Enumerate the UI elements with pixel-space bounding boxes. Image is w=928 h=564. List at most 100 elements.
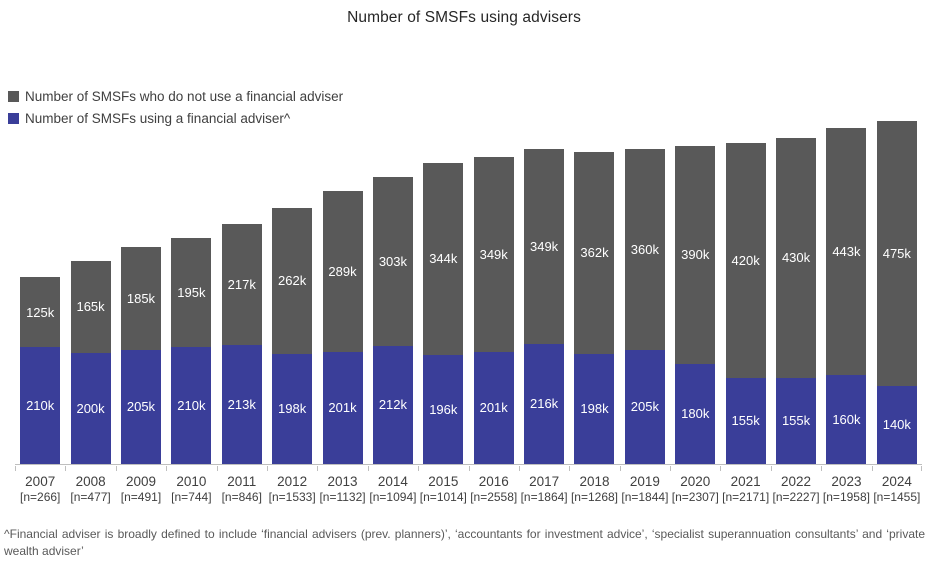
x-axis-category-2017: 2017 [n=1864] bbox=[519, 473, 569, 505]
bar-column-2013: 289k 201k bbox=[322, 190, 363, 464]
axis-tick bbox=[267, 466, 268, 471]
x-axis-year-label: 2021 bbox=[730, 474, 761, 489]
bar-value-label: 180k bbox=[681, 406, 710, 422]
axis-tick bbox=[469, 466, 470, 471]
axis-tick bbox=[317, 466, 318, 471]
bar-column-2019: 360k 205k bbox=[624, 148, 665, 464]
bar-segment-no-adviser-2017: 349k bbox=[524, 148, 565, 344]
bar-column-2014: 303k 212k bbox=[372, 176, 413, 464]
x-axis-category-2019: 2019 [n=1844] bbox=[620, 473, 670, 505]
x-axis-sample-size-label: [n=477] bbox=[70, 490, 111, 504]
x-axis-category-2012: 2012 [n=1533] bbox=[267, 473, 317, 505]
bar-segment-adviser-2020: 180k bbox=[675, 363, 716, 464]
bar-value-label: 430k bbox=[781, 250, 811, 266]
bar-value-label: 217k bbox=[227, 277, 256, 293]
bar-value-label: 198k bbox=[580, 401, 609, 417]
axis-tick bbox=[620, 466, 621, 471]
bar-column-2023: 443k 160k bbox=[826, 127, 867, 464]
x-axis-sample-size-label: [n=1533] bbox=[268, 490, 316, 504]
bar-value-label: 201k bbox=[479, 400, 508, 416]
bar-value-label: 165k bbox=[76, 299, 105, 314]
bar-segment-adviser-2019: 205k bbox=[624, 349, 665, 464]
x-axis-sample-size-label: [n=744] bbox=[171, 490, 212, 504]
bar-segment-no-adviser-2021: 420k bbox=[725, 143, 766, 378]
x-axis-year-label: 2014 bbox=[377, 474, 408, 489]
x-axis-category-2016: 2016 [n=2558] bbox=[469, 473, 519, 505]
bar-value-label: 155k bbox=[731, 413, 760, 429]
bar-segment-adviser-2021: 155k bbox=[725, 377, 766, 464]
bar-value-label: 349k bbox=[529, 238, 559, 254]
x-axis-year-label: 2020 bbox=[680, 474, 711, 489]
x-axis-year-label: 2008 bbox=[75, 474, 106, 489]
x-axis-sample-size-label: [n=1268] bbox=[570, 490, 619, 504]
bar-segment-no-adviser-2015: 344k bbox=[423, 162, 464, 355]
bar-column-2007: 125k 210k bbox=[20, 277, 61, 464]
bar-value-label: 216k bbox=[529, 396, 559, 412]
bar-segment-no-adviser-2013: 289k bbox=[322, 190, 363, 352]
bar-segment-no-adviser-2024: 475k bbox=[876, 121, 917, 386]
bar-segment-adviser-2024: 140k bbox=[876, 385, 917, 464]
bar-cell-2020: 390k 180k bbox=[670, 0, 720, 464]
bar-value-label: 262k bbox=[278, 273, 307, 289]
axis-tick bbox=[670, 466, 671, 471]
bar-column-2024: 475k 140k bbox=[876, 121, 917, 464]
bar-segment-no-adviser-2010: 195k bbox=[171, 238, 212, 347]
bar-value-label: 289k bbox=[328, 263, 357, 279]
bar-column-2015: 344k 196k bbox=[423, 162, 464, 464]
bar-cell-2015: 344k 196k bbox=[418, 0, 468, 464]
bar-value-label: 212k bbox=[378, 397, 408, 413]
bar-segment-adviser-2015: 196k bbox=[423, 354, 464, 464]
x-axis-year-label: 2019 bbox=[629, 474, 660, 489]
x-axis-category-2008: 2008 [n=477] bbox=[65, 473, 115, 505]
x-axis bbox=[15, 466, 922, 472]
axis-tick bbox=[720, 466, 721, 471]
legend-swatch-no-adviser-icon bbox=[8, 91, 19, 102]
legend-label-adviser: Number of SMSFs using a financial advise… bbox=[25, 111, 291, 126]
x-axis-sample-size-label: [n=1864] bbox=[520, 490, 568, 504]
bar-segment-adviser-2007: 210k bbox=[20, 346, 61, 464]
x-axis-category-2015: 2015 [n=1014] bbox=[418, 473, 468, 505]
x-axis-sample-size-label: [n=2307] bbox=[671, 490, 719, 504]
bar-value-label: 195k bbox=[177, 285, 206, 300]
footnote: ^Financial adviser is broadly defined to… bbox=[4, 527, 925, 558]
bar-value-label: 205k bbox=[126, 399, 156, 415]
x-axis-sample-size-label: [n=491] bbox=[120, 490, 162, 504]
bar-segment-adviser-2008: 200k bbox=[70, 352, 111, 464]
bar-column-2016: 349k 201k bbox=[473, 157, 514, 464]
x-axis-sample-size-label: [n=1132] bbox=[319, 490, 366, 504]
x-axis-sample-size-label: [n=1455] bbox=[873, 490, 921, 504]
x-axis-year-label: 2010 bbox=[176, 474, 207, 489]
x-axis-year-label: 2013 bbox=[327, 474, 358, 489]
x-axis-sample-size-label: [n=2558] bbox=[470, 490, 518, 504]
x-axis-year-label: 2015 bbox=[428, 474, 459, 489]
bar-value-label: 185k bbox=[126, 290, 156, 306]
bar-value-label: 420k bbox=[731, 253, 760, 269]
bar-cell-2014: 303k 212k bbox=[368, 0, 418, 464]
bar-cell-2010: 195k 210k bbox=[166, 0, 216, 464]
x-axis-category-2013: 2013 [n=1132] bbox=[317, 473, 367, 505]
x-axis-category-2011: 2011 [n=846] bbox=[217, 473, 267, 505]
axis-tick bbox=[418, 466, 419, 471]
bar-segment-no-adviser-2016: 349k bbox=[473, 157, 514, 352]
x-axis-category-2010: 2010 [n=744] bbox=[166, 473, 216, 505]
bar-cell-2023: 443k 160k bbox=[821, 0, 871, 464]
bar-segment-no-adviser-2009: 185k bbox=[120, 246, 161, 350]
x-axis-year-label: 2017 bbox=[529, 474, 560, 489]
x-axis-category-2024: 2024 [n=1455] bbox=[872, 473, 922, 505]
bar-segment-adviser-2022: 155k bbox=[776, 377, 817, 464]
x-axis-year-label: 2011 bbox=[227, 474, 257, 489]
plot-area: 125k 210k 165k 200k 185k 205k 195k 210k 217k 213k… bbox=[15, 0, 922, 464]
x-axis-year-label: 2012 bbox=[277, 474, 308, 489]
x-axis-category-2023: 2023 [n=1958] bbox=[821, 473, 871, 505]
x-axis-year-label: 2023 bbox=[831, 474, 862, 489]
bar-segment-adviser-2009: 205k bbox=[120, 349, 161, 464]
bar-cell-2018: 362k 198k bbox=[569, 0, 619, 464]
bar-value-label: 213k bbox=[227, 397, 256, 413]
bar-segment-adviser-2012: 198k bbox=[272, 353, 313, 464]
bar-segment-adviser-2018: 198k bbox=[574, 353, 615, 464]
bar-cell-2017: 349k 216k bbox=[519, 0, 569, 464]
bar-column-2017: 349k 216k bbox=[524, 148, 565, 464]
x-axis-labels: 2007 [n=266] 2008 [n=477] 2009 [n=491] 2010 [n=… bbox=[15, 473, 922, 505]
bar-value-label: 390k bbox=[681, 247, 710, 263]
x-axis-sample-size-label: [n=2227] bbox=[772, 490, 820, 504]
